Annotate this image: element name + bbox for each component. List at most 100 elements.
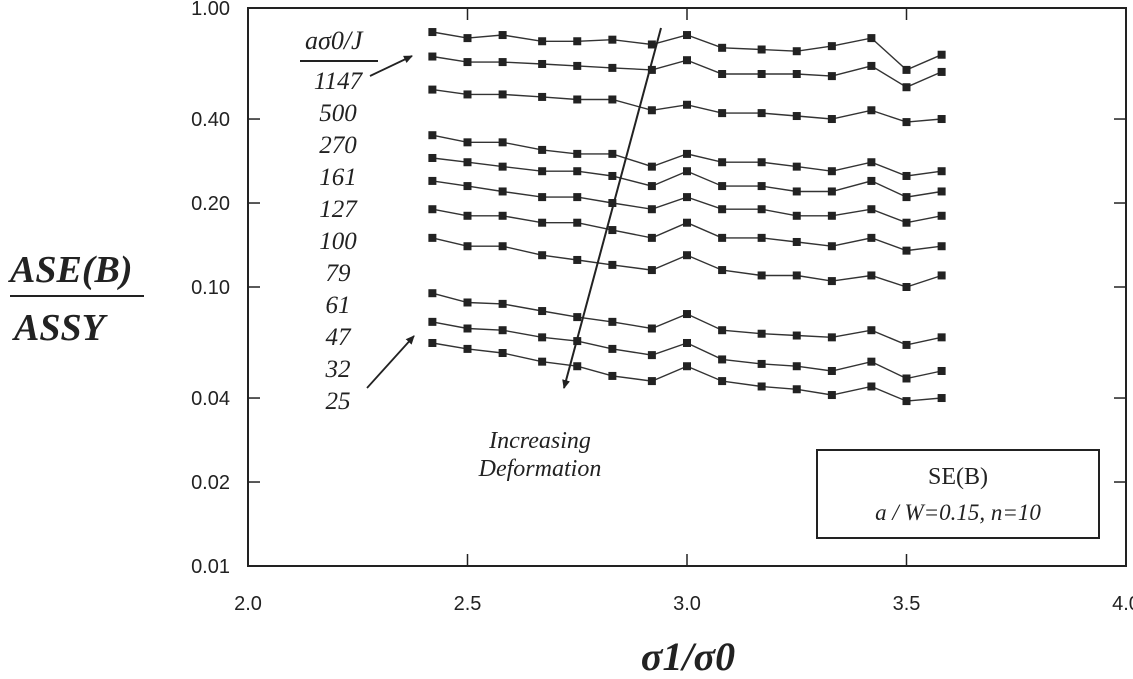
- data-point: [463, 324, 472, 333]
- data-point: [827, 42, 836, 51]
- data-point: [867, 205, 876, 214]
- data-point: [757, 182, 766, 191]
- data-point: [647, 377, 656, 386]
- data-point: [757, 45, 766, 54]
- legend-header: aσ0/J: [305, 26, 364, 55]
- series-500: [428, 52, 946, 92]
- data-point: [573, 218, 582, 227]
- data-point: [463, 344, 472, 353]
- data-point: [428, 52, 437, 61]
- data-point: [573, 95, 582, 104]
- series-line: [432, 237, 942, 288]
- data-point: [498, 58, 507, 67]
- legend-label-47: 47: [326, 324, 353, 351]
- data-point: [937, 67, 946, 76]
- data-point: [428, 28, 437, 37]
- info-box-line-1: SE(B): [928, 464, 988, 490]
- annotation-line-2: Deformation: [478, 456, 602, 482]
- data-point: [937, 333, 946, 342]
- data-point: [718, 355, 727, 364]
- data-point: [647, 351, 656, 360]
- data-point: [902, 340, 911, 349]
- data-point: [647, 65, 656, 74]
- data-point: [647, 162, 656, 171]
- data-point: [428, 85, 437, 94]
- data-point: [757, 158, 766, 167]
- series-79: [428, 205, 946, 255]
- data-point: [463, 90, 472, 99]
- info-box-frame: [816, 449, 1100, 539]
- data-point: [757, 70, 766, 79]
- data-point: [867, 233, 876, 242]
- y-tick-label: 0.10: [191, 277, 230, 299]
- series-line: [432, 292, 942, 346]
- series-line: [432, 342, 942, 402]
- data-point: [498, 326, 507, 335]
- data-point: [683, 167, 691, 176]
- data-point: [792, 331, 801, 340]
- data-point: [827, 391, 836, 400]
- data-point: [498, 162, 507, 171]
- data-point: [792, 271, 801, 280]
- data-point: [718, 326, 727, 335]
- data-point: [792, 362, 801, 371]
- data-point: [718, 158, 727, 167]
- data-point: [683, 362, 691, 371]
- y-axis: 0.01 0.02 0.04 0.10 0.20 0.40 1.00: [191, 0, 1126, 578]
- data-point: [538, 218, 547, 227]
- data-point: [757, 233, 766, 242]
- data-point: [608, 149, 617, 158]
- y-label-numerator: ASE(B): [8, 249, 132, 291]
- data-point: [498, 299, 507, 308]
- data-point: [573, 61, 582, 70]
- data-point: [792, 70, 801, 79]
- data-point: [937, 50, 946, 59]
- data-point: [683, 218, 691, 227]
- data-point: [867, 271, 876, 280]
- data-point: [498, 242, 507, 251]
- y-tick-label: 0.02: [191, 472, 230, 494]
- data-point: [683, 251, 691, 260]
- data-point: [937, 115, 946, 124]
- data-point: [608, 260, 617, 269]
- data-point: [867, 176, 876, 185]
- legend: aσ0/J 1147 500 270 161 127 100 79 61 47 32 25: [300, 26, 415, 415]
- data-point: [608, 226, 617, 235]
- series-25: [428, 338, 946, 406]
- data-point: [573, 255, 582, 264]
- data-point: [463, 182, 472, 191]
- data-point: [683, 149, 691, 158]
- data-point: [538, 333, 547, 342]
- data-point: [428, 131, 437, 140]
- data-point: [683, 100, 691, 109]
- data-point: [718, 233, 727, 242]
- data-point: [718, 205, 727, 214]
- data-point: [538, 193, 547, 202]
- data-point: [538, 251, 547, 260]
- legend-label-25: 25: [326, 388, 351, 415]
- data-point: [647, 182, 656, 191]
- data-point: [937, 271, 946, 280]
- data-point: [937, 187, 946, 196]
- data-point: [573, 167, 582, 176]
- data-point: [792, 162, 801, 171]
- legend-label-1147: 1147: [314, 68, 364, 95]
- deformation-annotation: Increasing Deformation: [478, 27, 662, 482]
- data-point: [827, 72, 836, 81]
- info-box: SE(B) a / W=0.15, n=10: [816, 449, 1100, 539]
- data-point: [757, 329, 766, 338]
- y-axis-label: ASE(B) ASSY: [8, 249, 144, 349]
- x-tick-label: 2.0: [234, 593, 262, 615]
- data-point: [538, 145, 547, 154]
- data-point: [683, 338, 691, 347]
- data-point: [538, 92, 547, 101]
- series-layer: [428, 28, 946, 406]
- legend-label-100: 100: [319, 228, 357, 255]
- data-point: [827, 115, 836, 124]
- data-point: [827, 333, 836, 342]
- data-point: [573, 149, 582, 158]
- data-point: [902, 283, 911, 291]
- series-161: [428, 131, 946, 180]
- data-point: [792, 385, 801, 394]
